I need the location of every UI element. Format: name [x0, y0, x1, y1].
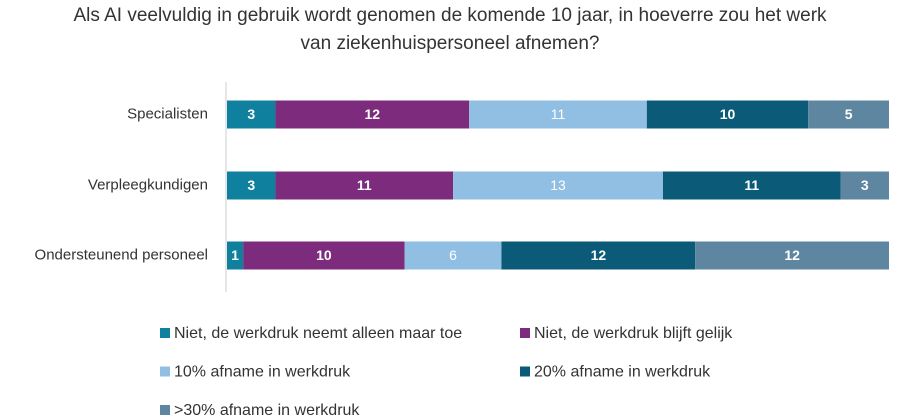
bar-segment — [840, 171, 889, 200]
chart-title: Als AI veelvuldig in gebruik wordt genom… — [73, 5, 827, 54]
bar-segment — [646, 100, 809, 129]
y-tick-label: Specialisten — [127, 105, 208, 122]
legend-swatch — [160, 366, 170, 377]
legend-swatch — [520, 366, 530, 377]
legend-swatch — [160, 328, 170, 338]
legend-swatch — [520, 328, 530, 338]
bar-segment — [808, 100, 889, 129]
data-label: 3 — [247, 106, 255, 122]
data-label: 10 — [316, 247, 332, 263]
data-label: 13 — [550, 177, 566, 193]
legend-label: Niet, de werkdruk blijft gelijk — [534, 325, 733, 342]
data-label: 11 — [357, 177, 372, 193]
data-label: 3 — [247, 177, 255, 193]
bar-segment — [227, 171, 276, 200]
bar-segment — [227, 100, 276, 129]
y-tick-label: Verpleegkundigen — [88, 176, 208, 193]
data-label: 12 — [591, 247, 607, 263]
bar-segment — [469, 100, 647, 129]
legend-label: 20% afname in werkdruk — [534, 364, 711, 381]
data-label: 6 — [449, 247, 457, 263]
bar-segment — [453, 171, 663, 200]
bar-segment — [404, 241, 502, 270]
data-label: 10 — [720, 106, 736, 122]
bar-segment — [695, 241, 889, 270]
data-label: 1 — [231, 247, 239, 263]
legend-swatch — [160, 405, 170, 415]
legend-label: >30% afname in werkdruk — [174, 402, 360, 419]
legend-label: 10% afname in werkdruk — [174, 364, 351, 381]
bar-segment — [275, 100, 470, 129]
legend-label: Niet, de werkdruk neemt alleen maar toe — [174, 325, 462, 342]
data-label: 11 — [551, 106, 566, 122]
data-label: 12 — [784, 247, 800, 263]
data-label: 12 — [365, 106, 381, 122]
bar-segment — [227, 241, 244, 270]
y-tick-label: Ondersteunend personeel — [35, 246, 208, 263]
data-label: 5 — [845, 106, 853, 122]
bar-segment — [243, 241, 405, 270]
bar-segment — [501, 241, 696, 270]
bar-segment — [275, 171, 454, 200]
data-label: 3 — [861, 177, 869, 193]
bar-segment — [662, 171, 841, 200]
data-label: 11 — [744, 177, 759, 193]
